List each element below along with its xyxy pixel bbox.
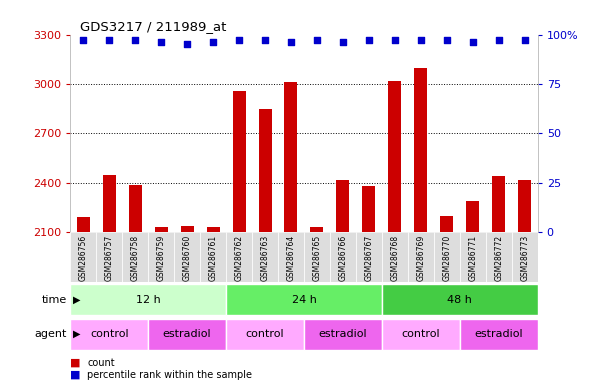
Text: agent: agent bbox=[35, 329, 67, 339]
Point bbox=[130, 37, 140, 43]
Text: GSM286772: GSM286772 bbox=[494, 235, 503, 281]
Point bbox=[104, 37, 114, 43]
Point bbox=[338, 40, 348, 46]
Text: GSM286769: GSM286769 bbox=[416, 235, 425, 281]
Bar bbox=[434, 232, 459, 282]
Bar bbox=[310, 227, 323, 232]
Bar bbox=[233, 91, 246, 232]
Point bbox=[468, 40, 478, 46]
Point bbox=[520, 37, 530, 43]
Bar bbox=[486, 232, 512, 282]
Text: percentile rank within the sample: percentile rank within the sample bbox=[87, 370, 252, 380]
Text: GSM286770: GSM286770 bbox=[442, 235, 452, 281]
Text: ▶: ▶ bbox=[73, 329, 81, 339]
Bar bbox=[518, 180, 531, 232]
Bar bbox=[122, 232, 148, 282]
Point bbox=[208, 40, 218, 46]
Point bbox=[442, 37, 452, 43]
Bar bbox=[226, 319, 304, 349]
Text: GSM286760: GSM286760 bbox=[183, 235, 192, 281]
Point bbox=[494, 37, 503, 43]
Point bbox=[364, 37, 374, 43]
Bar bbox=[258, 109, 271, 232]
Bar bbox=[174, 232, 200, 282]
Bar bbox=[304, 232, 330, 282]
Bar bbox=[148, 232, 174, 282]
Text: GSM286766: GSM286766 bbox=[338, 235, 348, 281]
Text: estradiol: estradiol bbox=[163, 329, 211, 339]
Bar bbox=[97, 232, 122, 282]
Text: estradiol: estradiol bbox=[474, 329, 523, 339]
Bar bbox=[200, 232, 226, 282]
Text: GSM286763: GSM286763 bbox=[260, 235, 269, 281]
Bar bbox=[459, 232, 486, 282]
Text: 48 h: 48 h bbox=[447, 295, 472, 305]
Text: 12 h: 12 h bbox=[136, 295, 161, 305]
Bar bbox=[466, 201, 479, 232]
Bar bbox=[181, 226, 194, 232]
Text: GSM286767: GSM286767 bbox=[364, 235, 373, 281]
Bar bbox=[356, 232, 382, 282]
Text: GSM286771: GSM286771 bbox=[468, 235, 477, 281]
Bar bbox=[382, 284, 538, 315]
Bar bbox=[337, 180, 349, 232]
Bar bbox=[70, 232, 97, 282]
Text: control: control bbox=[246, 329, 284, 339]
Text: GSM286758: GSM286758 bbox=[131, 235, 140, 281]
Text: GSM286764: GSM286764 bbox=[287, 235, 296, 281]
Text: ■: ■ bbox=[70, 370, 81, 380]
Bar bbox=[362, 186, 375, 232]
Text: control: control bbox=[90, 329, 128, 339]
Point bbox=[260, 37, 270, 43]
Bar bbox=[70, 284, 226, 315]
Bar bbox=[382, 319, 459, 349]
Point bbox=[234, 37, 244, 43]
Text: GSM286773: GSM286773 bbox=[520, 235, 529, 281]
Text: ▶: ▶ bbox=[73, 295, 81, 305]
Point bbox=[390, 37, 400, 43]
Bar bbox=[77, 217, 90, 232]
Bar bbox=[207, 227, 219, 232]
Bar bbox=[252, 232, 278, 282]
Text: GSM286765: GSM286765 bbox=[312, 235, 321, 281]
Bar bbox=[70, 319, 148, 349]
Point bbox=[416, 37, 426, 43]
Bar bbox=[382, 232, 408, 282]
Text: count: count bbox=[87, 358, 115, 368]
Point bbox=[182, 41, 192, 48]
Bar bbox=[389, 81, 401, 232]
Text: GDS3217 / 211989_at: GDS3217 / 211989_at bbox=[79, 20, 226, 33]
Text: control: control bbox=[401, 329, 440, 339]
Bar bbox=[103, 175, 115, 232]
Bar bbox=[408, 232, 434, 282]
Bar bbox=[226, 284, 382, 315]
Text: GSM286761: GSM286761 bbox=[208, 235, 218, 281]
Text: GSM286756: GSM286756 bbox=[79, 235, 88, 281]
Text: GSM286757: GSM286757 bbox=[104, 235, 114, 281]
Bar bbox=[492, 176, 505, 232]
Point bbox=[286, 40, 296, 46]
Point bbox=[156, 40, 166, 46]
Text: 24 h: 24 h bbox=[291, 295, 316, 305]
Bar bbox=[304, 319, 382, 349]
Point bbox=[78, 37, 88, 43]
Bar bbox=[459, 319, 538, 349]
Bar bbox=[129, 185, 142, 232]
Bar bbox=[285, 82, 298, 232]
Bar bbox=[330, 232, 356, 282]
Bar bbox=[148, 319, 226, 349]
Text: GSM286762: GSM286762 bbox=[235, 235, 244, 281]
Text: GSM286759: GSM286759 bbox=[156, 235, 166, 281]
Bar bbox=[414, 68, 427, 232]
Text: ■: ■ bbox=[70, 358, 81, 368]
Bar bbox=[226, 232, 252, 282]
Bar bbox=[441, 216, 453, 232]
Text: estradiol: estradiol bbox=[318, 329, 367, 339]
Point bbox=[312, 37, 322, 43]
Bar bbox=[512, 232, 538, 282]
Bar bbox=[155, 227, 167, 232]
Text: GSM286768: GSM286768 bbox=[390, 235, 400, 281]
Bar bbox=[278, 232, 304, 282]
Text: time: time bbox=[42, 295, 67, 305]
